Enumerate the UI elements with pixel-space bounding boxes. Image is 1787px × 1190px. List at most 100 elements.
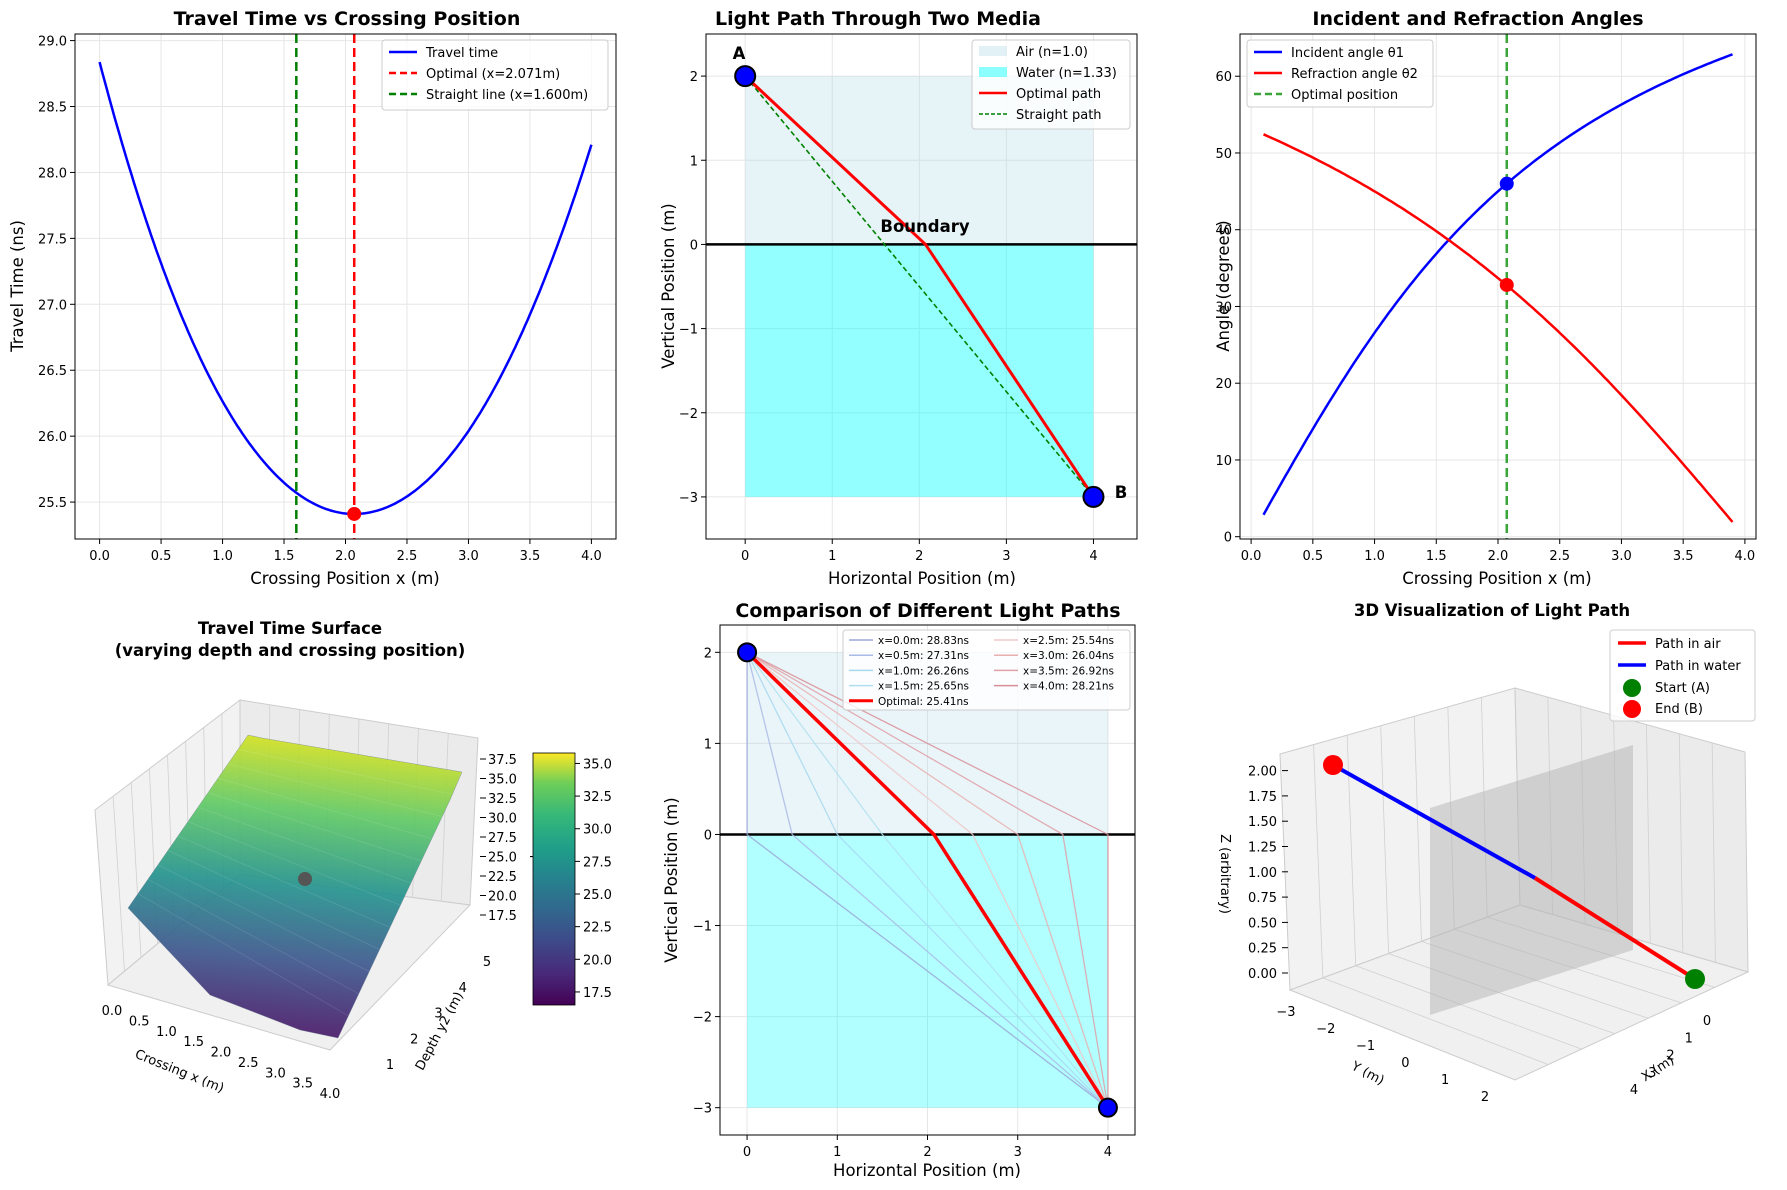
water-region	[745, 244, 1094, 497]
legend-label: x=4.0m: 28.21ns	[1023, 681, 1114, 693]
y-tick-label: −3	[693, 1102, 712, 1117]
path-in-air	[1533, 876, 1697, 981]
z-tick-label: 32.5	[488, 792, 517, 807]
pane-gridline	[1313, 744, 1324, 978]
y-tick-label: 2	[704, 646, 712, 661]
y-axis-label: Vertical Position (m)	[659, 203, 678, 368]
x-tick-label: 1	[828, 549, 836, 564]
colorbar-tick-label: 32.5	[583, 790, 612, 805]
y-tick-label: 0	[1401, 1056, 1409, 1071]
y-axis-label: Depth y2 (m)	[413, 990, 467, 1074]
legend-label: Optimal: 25.41ns	[878, 696, 969, 708]
x-tick-label: 4	[1089, 549, 1097, 564]
legend-box	[971, 39, 1131, 130]
x-tick-label: 0.0	[1241, 549, 1262, 564]
legend: Air (n=1.0) Water (n=1.33) Optimal path …	[971, 39, 1131, 130]
legend-label: Refraction angle θ2	[1291, 67, 1418, 82]
legend-box	[1246, 39, 1434, 108]
x-tick-label: 3.5	[292, 1077, 313, 1092]
x-tick-label: 0.0	[89, 549, 110, 564]
y-tick-label: 28.5	[38, 101, 67, 116]
z-tick-label: 20.0	[488, 890, 517, 905]
pane-gridline	[1322, 977, 1549, 1065]
pane-gridline	[1380, 725, 1389, 954]
legend-label: Optimal path	[1016, 87, 1101, 102]
mesh-line	[147, 878, 359, 995]
colorbar	[532, 752, 576, 1006]
point-b	[1097, 1097, 1118, 1118]
legend-label: x=0.5m: 27.31ns	[878, 650, 969, 662]
mesh-line	[137, 893, 349, 1017]
colorbar-tick-label: 25.0	[583, 888, 612, 903]
y-tick-label: −3	[1276, 1005, 1295, 1020]
plot-marks	[1262, 34, 1734, 539]
optimal-point	[347, 506, 362, 521]
surface	[127, 734, 463, 1039]
x-tick-label: 4	[1104, 1145, 1112, 1160]
legend-label: Path in air	[1655, 637, 1721, 652]
z-tick-label: 0.75	[1248, 891, 1277, 906]
candidate-path	[746, 651, 1109, 1108]
boundary-plane	[1430, 745, 1633, 1015]
y-tick-label: 0	[1224, 531, 1232, 546]
x-tick-label: 1.5	[1426, 549, 1447, 564]
start-point-a	[1685, 969, 1705, 989]
mesh-line	[177, 835, 390, 928]
chart-title: Light Path Through Two Media	[715, 8, 1041, 30]
x-tick-label: 1.0	[156, 1025, 177, 1040]
y-axis-label: Y (m)	[1348, 1059, 1387, 1089]
candidate-path	[746, 652, 1109, 1109]
y-tick-label: 2	[1481, 1090, 1489, 1105]
z-tick-label: 30.0	[488, 812, 517, 827]
plot-marks	[706, 65, 1137, 508]
legend-label: Path in water	[1655, 659, 1741, 674]
y-axis-label: Angle (degrees)	[1214, 220, 1233, 352]
x-tick-label: 0.5	[129, 1014, 150, 1029]
y-tick-label: 0	[690, 238, 698, 253]
x-tick-label: 2.0	[335, 549, 356, 564]
y-tick-label: 2	[410, 1032, 418, 1047]
z-tick-label: 22.5	[488, 870, 517, 885]
x-tick-label: 4.0	[1735, 549, 1756, 564]
legend-label: x=2.5m: 25.54ns	[1023, 635, 1114, 647]
chart-title: Travel Time vs Crossing Position	[174, 8, 521, 30]
mesh-line	[187, 821, 401, 906]
straight-path	[744, 75, 1095, 498]
y-tick-label: 3	[434, 1007, 442, 1022]
colorbar-tick-label: 17.5	[583, 986, 612, 1001]
path-comparison-chart: Comparison of Different Light Paths 0 1 2 3…	[662, 600, 1136, 1180]
y-axis-label: Vertical Position (m)	[662, 797, 681, 962]
legend-label: Air (n=1.0)	[1016, 45, 1088, 60]
legend-box	[381, 39, 609, 111]
pane-gridline	[1355, 965, 1582, 1050]
x-tick-label: 3.5	[520, 549, 541, 564]
light-path-chart: Light Path Through Two Media 0 1 2 3 4 −3 −2 −1…	[659, 8, 1138, 588]
colorbar-tick-label: 20.0	[583, 953, 612, 968]
x-tick-label: 0.5	[151, 549, 172, 564]
angles-chart: Incident and Refraction Angles 0.0 0.5 1.0…	[1214, 8, 1757, 588]
legend-label: x=1.0m: 26.26ns	[878, 665, 969, 677]
mesh-line	[157, 864, 370, 972]
x-tick-label: 4.0	[581, 549, 602, 564]
legend-swatch-water	[979, 67, 1007, 77]
colorbar-tick-label: 35.0	[583, 757, 612, 772]
path-in-water	[1332, 763, 1536, 880]
point-b-label: B	[1115, 483, 1128, 502]
colorbar-tick-label: 27.5	[583, 855, 612, 870]
legend-label: End (B)	[1655, 702, 1703, 717]
x-tick-label: 1	[1685, 1031, 1693, 1046]
x-tick-label: 2.5	[1549, 549, 1570, 564]
y-tick-label: 4	[459, 981, 467, 996]
z-tick-label: 0.00	[1248, 967, 1277, 982]
pane-gridline	[440, 733, 449, 902]
colorbar-ticks: 17.5 20.0 22.5 25.0 27.5 30.0 32.5 35.0	[575, 757, 612, 1001]
axis-ticks: 0 1 2 3 4 −3 −2 −1 0 1 2	[693, 646, 1112, 1160]
y-tick-label: 5	[483, 955, 491, 970]
legend-label: Incident angle θ1	[1291, 46, 1404, 61]
y-tick-label: 10	[1215, 454, 1232, 469]
legend: x=0.0m: 28.83ns x=0.5m: 27.31ns x=1.0m: 26…	[842, 629, 1131, 711]
candidate-path	[746, 651, 1109, 1108]
y-tick-label: −1	[693, 920, 712, 935]
x-tick-label: 0	[1703, 1014, 1711, 1029]
pane-gridline	[1413, 716, 1422, 942]
